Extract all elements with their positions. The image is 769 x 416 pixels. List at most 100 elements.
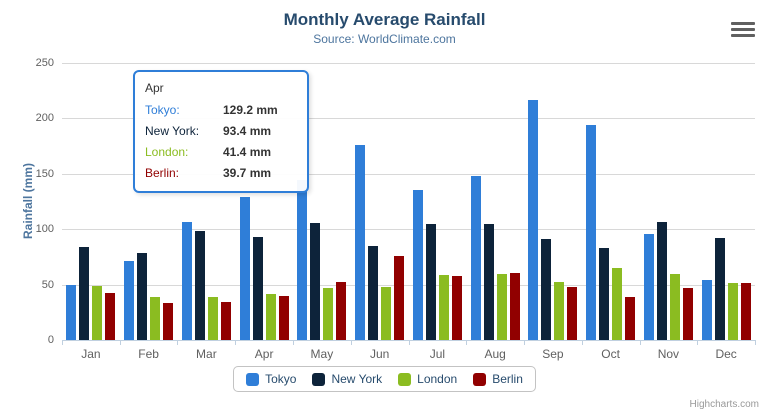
x-axis-labels: Jan Feb Mar Apr May Jun Jul Aug Sep Oct Nov Dec [62,347,755,361]
bar-tokyo-feb[interactable] [124,260,135,340]
bar-berlin-aug[interactable] [509,273,520,340]
tooltip-series-value: 129.2 mm [223,103,278,117]
legend-swatch-icon [473,372,487,386]
bar-tokyo-nov[interactable] [643,234,654,340]
x-axis-label-sep: Sep [542,347,564,361]
column-group-jun [351,63,409,340]
export-menu-button[interactable] [731,21,755,40]
legend-item-tokyo[interactable]: Tokyo [246,372,296,386]
bar-new-york-apr[interactable] [252,236,263,340]
bar-tokyo-may[interactable] [297,180,308,340]
bar-tokyo-dec[interactable] [701,279,712,340]
bar-london-aug[interactable] [496,274,507,340]
x-axis-tick [408,340,410,345]
x-axis-tick [755,340,756,345]
bar-new-york-jul[interactable] [425,223,436,340]
gridline [62,229,755,231]
bar-berlin-jul[interactable] [451,276,462,340]
bar-tokyo-jun[interactable] [355,145,366,340]
x-axis-label-jun: Jun [369,347,390,361]
legend-item-berlin[interactable]: Berlin [473,372,523,386]
tooltip-header: Apr [145,81,164,95]
x-axis-label-apr: Apr [254,347,274,361]
bar-london-feb[interactable] [150,297,161,340]
bar-berlin-may[interactable] [336,281,347,340]
bar-new-york-dec[interactable] [714,237,725,340]
bar-berlin-dec[interactable] [740,283,751,340]
x-axis-label-nov: Nov [657,347,680,361]
x-axis-tick [581,340,583,345]
bar-tokyo-aug[interactable] [470,175,481,340]
column-groups [62,63,755,340]
column-group-mar [178,63,236,340]
bar-berlin-mar[interactable] [220,301,231,340]
bar-new-york-may[interactable] [310,222,321,340]
bar-new-york-mar[interactable] [194,230,205,340]
bar-london-jul[interactable] [438,274,449,340]
bar-london-apr[interactable] [265,294,276,340]
y-axis-title: Rainfall (mm) [21,163,35,240]
bar-new-york-aug[interactable] [483,224,494,340]
bar-new-york-nov[interactable] [656,221,667,340]
x-axis-tick [466,340,468,345]
column-group-sep [524,63,582,340]
x-axis-label-mar: Mar [196,347,217,361]
plot-area [62,63,756,345]
bar-berlin-apr[interactable] [278,296,289,340]
legend: Tokyo New York London Berlin [233,366,536,392]
bar-london-dec[interactable] [727,283,738,340]
bar-london-jun[interactable] [381,286,392,340]
tooltip-series-value: 39.7 mm [223,166,272,180]
bar-tokyo-mar[interactable] [181,222,192,340]
tooltip-series-label: New York: [145,124,200,138]
x-axis-label-jan: Jan [81,347,101,361]
tooltip-row: New York: 93.4 mm [145,121,297,142]
bar-new-york-jun[interactable] [368,246,379,340]
column-group-aug [466,63,524,340]
x-axis-label-dec: Dec [715,347,737,361]
legend-label: London [417,372,458,386]
y-axis-label: 200 [35,112,54,125]
bar-tokyo-apr[interactable] [239,196,250,340]
tooltip-series-label: Tokyo: [145,103,180,117]
credits-link[interactable]: Highcharts.com [689,399,759,410]
bar-tokyo-jul[interactable] [412,189,423,340]
tooltip-row: Berlin: 39.7 mm [145,163,297,184]
bar-london-may[interactable] [323,287,334,340]
bar-berlin-feb[interactable] [163,303,174,340]
gridline [62,63,755,64]
bar-tokyo-sep[interactable] [528,100,539,340]
tooltip-series-label: Berlin: [145,166,180,180]
bar-berlin-jan[interactable] [105,293,116,340]
bar-london-oct[interactable] [612,267,623,340]
bar-tokyo-jan[interactable] [66,284,77,340]
gridline [62,173,755,175]
bar-new-york-oct[interactable] [599,247,610,340]
bar-london-jan[interactable] [92,285,103,340]
bar-berlin-nov[interactable] [682,288,693,340]
bar-london-mar[interactable] [207,296,218,340]
bar-london-sep[interactable] [554,281,565,340]
x-axis-tick [639,340,641,345]
bar-new-york-feb[interactable] [137,252,148,340]
bar-new-york-sep[interactable] [541,239,552,340]
column-group-apr [235,63,293,340]
x-axis-label-oct: Oct [601,347,620,361]
column-group-jul [409,63,467,340]
x-axis-label-may: May [310,347,334,361]
bar-new-york-jan[interactable] [79,247,90,340]
legend-item-new-york[interactable]: New York [312,372,382,386]
column-group-nov [640,63,698,340]
bar-berlin-oct[interactable] [625,296,636,340]
x-axis-label-jul: Jul [429,347,446,361]
bar-london-nov[interactable] [669,274,680,340]
bar-tokyo-oct[interactable] [586,124,597,340]
legend-item-london[interactable]: London [398,372,457,386]
tooltip-row: London: 41.4 mm [145,142,297,163]
y-axis-label: 50 [41,278,54,291]
bar-berlin-jun[interactable] [394,256,405,340]
column-group-oct [582,63,640,340]
chart-title: Monthly Average Rainfall [283,10,486,29]
bar-berlin-sep[interactable] [567,287,578,340]
